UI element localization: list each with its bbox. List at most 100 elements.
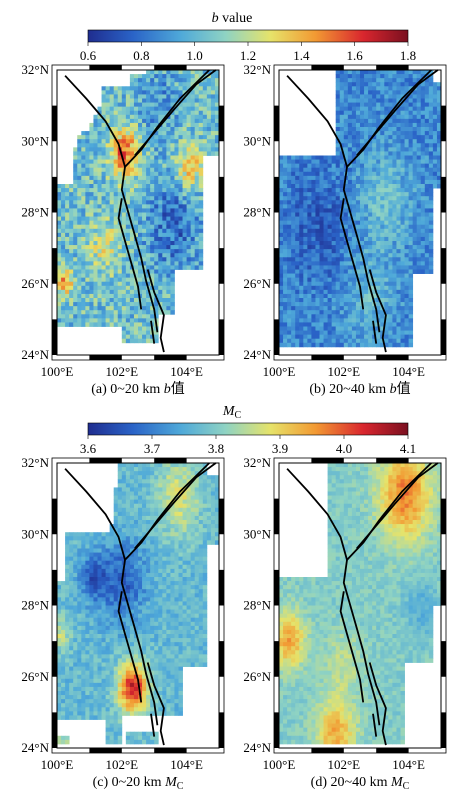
grid-cell [109, 98, 115, 103]
grid-cell [121, 544, 127, 549]
grid-cell [146, 139, 151, 144]
grid-cell [129, 532, 135, 537]
grid-cell [400, 241, 405, 246]
grid-cell [170, 302, 175, 307]
grid-cell [283, 302, 288, 307]
grid-cell [158, 159, 163, 165]
grid-cell [343, 147, 349, 152]
grid-cell [372, 106, 377, 112]
grid-cell [97, 224, 102, 230]
map-a-border [51, 64, 225, 361]
grid-cell [287, 318, 292, 323]
grid-cell [117, 86, 123, 91]
grid-cell [428, 94, 434, 99]
grid-cell [283, 273, 288, 279]
grid-cell [109, 204, 115, 209]
grid-cell [69, 318, 74, 323]
grid-cell [125, 139, 131, 144]
grid-cell [311, 167, 316, 173]
grid-cell [360, 110, 365, 116]
grid-cell [121, 184, 127, 189]
grid-cell [311, 342, 316, 348]
grid-cell [162, 147, 167, 152]
grid-cell [93, 224, 98, 230]
grid-cell [129, 257, 135, 262]
grid-cell [186, 143, 192, 148]
lon-label: 100°E [41, 364, 74, 379]
grid-cell [355, 212, 361, 217]
grid-cell [206, 82, 212, 87]
grid-cell [85, 302, 90, 307]
grid-cell [117, 475, 123, 480]
grid-cell [182, 232, 187, 238]
grid-cell [404, 330, 409, 336]
grid-cell [133, 147, 139, 152]
grid-cell [142, 281, 147, 287]
grid-cell [388, 106, 393, 112]
grid-cell [121, 90, 127, 95]
grid-cell [182, 245, 187, 250]
grid-cell [138, 241, 143, 246]
grid-cell [327, 261, 333, 266]
grid-cell [315, 179, 320, 185]
grid-cell [194, 188, 200, 193]
grid-cell [380, 179, 385, 185]
grid-cell [392, 70, 397, 75]
grid-cell [138, 78, 143, 83]
grid-cell [105, 285, 111, 291]
grid-cell [420, 236, 426, 242]
grid-cell [129, 131, 135, 136]
grid-cell [392, 188, 397, 193]
grid-cell [186, 82, 192, 87]
grid-cell [396, 102, 401, 108]
grid-cell [105, 318, 111, 323]
grid-cell [355, 302, 361, 307]
grid-cell [113, 281, 119, 287]
grid-cell [372, 114, 377, 120]
grid-cell [416, 90, 422, 95]
grid-cell [311, 249, 316, 254]
grid-cell [65, 281, 70, 287]
grid-cell [311, 285, 316, 291]
grid-cell [93, 163, 98, 169]
grid-cell [416, 159, 422, 165]
grid-cell [376, 171, 381, 177]
grid-cell [347, 322, 353, 327]
map-b-lat-labels: 32°N30°N28°N26°N24°N [243, 62, 271, 362]
grid-cell [194, 507, 200, 513]
grid-cell [283, 155, 288, 160]
grid-cell [287, 196, 292, 201]
grid-cell [125, 171, 131, 177]
grid-cell [166, 289, 171, 295]
grid-cell [174, 82, 179, 87]
grid-cell [351, 70, 357, 75]
grid-cell [97, 175, 102, 181]
grid-cell [339, 70, 345, 75]
grid-cell [89, 232, 94, 238]
grid-cell [97, 151, 102, 156]
grid-cell [303, 236, 308, 242]
grid-cell [392, 171, 397, 177]
grid-cell [158, 74, 163, 79]
grid-cell [142, 204, 147, 209]
grid-cell [170, 90, 175, 95]
grid-cell [380, 114, 385, 120]
grid-cell [400, 82, 405, 87]
grid-cell [335, 196, 341, 201]
grid-cell [368, 261, 373, 266]
grid-cell [416, 241, 422, 246]
grid-cell [170, 208, 175, 213]
grid-cell [323, 216, 328, 222]
border-segment [441, 176, 446, 213]
grid-cell [347, 253, 353, 258]
grid-cell [69, 261, 74, 266]
grid-cell [65, 241, 70, 246]
grid-cell [154, 269, 159, 274]
grid-cell [73, 179, 78, 185]
grid-cell [154, 155, 159, 160]
grid-cell [154, 74, 159, 79]
grid-cell [416, 208, 422, 213]
grid-cell [380, 241, 385, 246]
grid-cell [368, 212, 373, 217]
grid-cell [295, 249, 300, 254]
